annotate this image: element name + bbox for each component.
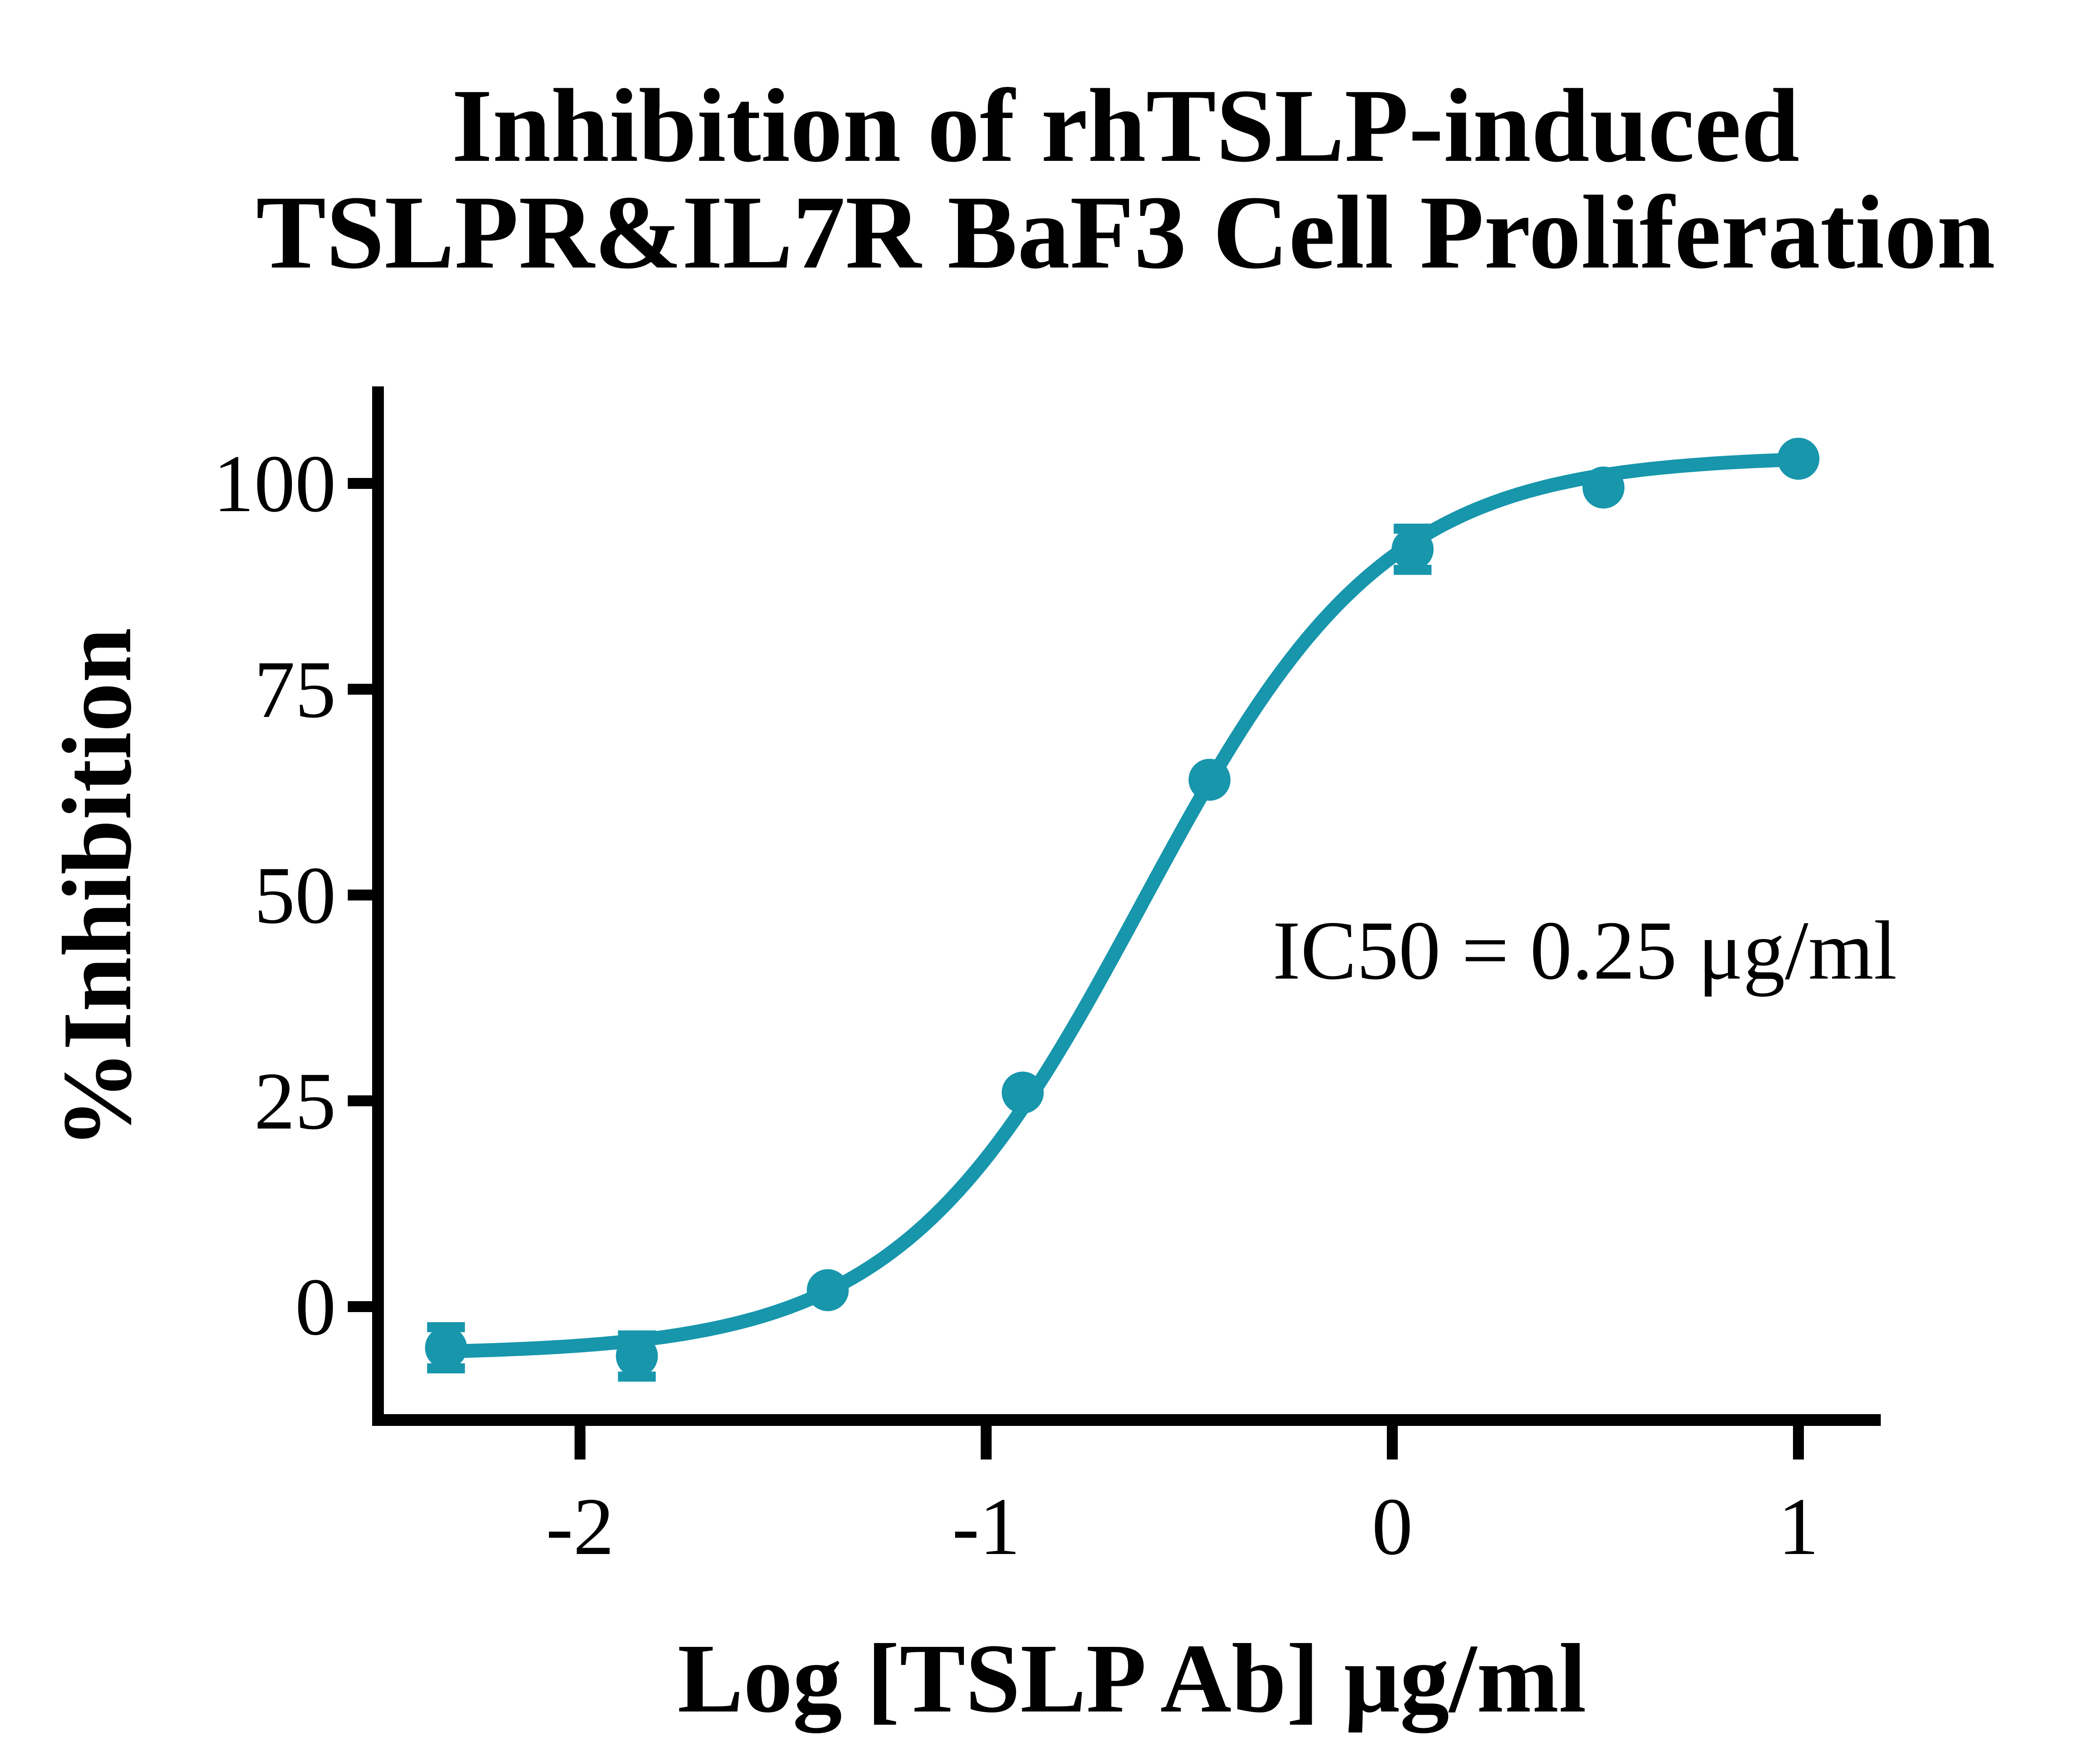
chart-title-line2: TSLPR&IL7R BaF3 Cell Proliferation bbox=[256, 174, 1995, 291]
y-tick-label: 50 bbox=[254, 850, 336, 941]
x-axis-title: Log [TSLP Ab] μg/ml bbox=[677, 1624, 1586, 1733]
x-tick-label: 1 bbox=[1778, 1481, 1819, 1572]
x-tick bbox=[981, 1426, 992, 1460]
x-tick bbox=[575, 1426, 585, 1460]
data-point bbox=[425, 1327, 467, 1369]
ic50-annotation: IC50 = 0.25 μg/ml bbox=[1273, 904, 1897, 997]
y-tick-label: 25 bbox=[254, 1056, 336, 1147]
x-tick-label: -2 bbox=[546, 1481, 614, 1572]
data-point bbox=[1188, 759, 1231, 801]
y-tick bbox=[348, 478, 372, 489]
data-point bbox=[806, 1269, 849, 1311]
y-tick-label: 0 bbox=[295, 1262, 336, 1352]
data-point bbox=[1582, 466, 1625, 509]
y-tick bbox=[348, 684, 372, 695]
data-point bbox=[1777, 438, 1819, 480]
fit-curve bbox=[439, 452, 1801, 1359]
dose-response-series bbox=[425, 438, 1819, 1382]
y-tick bbox=[348, 1301, 372, 1312]
y-axis-spine bbox=[372, 386, 384, 1426]
chart-title-line1: Inhibition of rhTSLP-induced bbox=[452, 68, 1799, 184]
axes: 0 25 50 75 100 -2 -1 0 1 bbox=[213, 386, 1881, 1572]
chart-title: Inhibition of rhTSLP-induced TSLPR&IL7R … bbox=[256, 68, 1995, 291]
data-point bbox=[616, 1335, 658, 1377]
y-tick-label: 100 bbox=[213, 438, 336, 529]
y-tick bbox=[348, 890, 372, 900]
x-tick bbox=[1793, 1426, 1804, 1460]
y-tick-label: 75 bbox=[254, 644, 336, 735]
x-tick bbox=[1387, 1426, 1398, 1460]
data-point bbox=[1002, 1071, 1044, 1114]
data-point bbox=[1391, 528, 1434, 570]
x-tick-label: -1 bbox=[952, 1481, 1020, 1572]
y-tick bbox=[348, 1095, 372, 1106]
y-axis-title: %Inhibition bbox=[42, 628, 152, 1149]
x-tick-label: 0 bbox=[1372, 1481, 1413, 1572]
x-axis-spine bbox=[372, 1414, 1881, 1426]
